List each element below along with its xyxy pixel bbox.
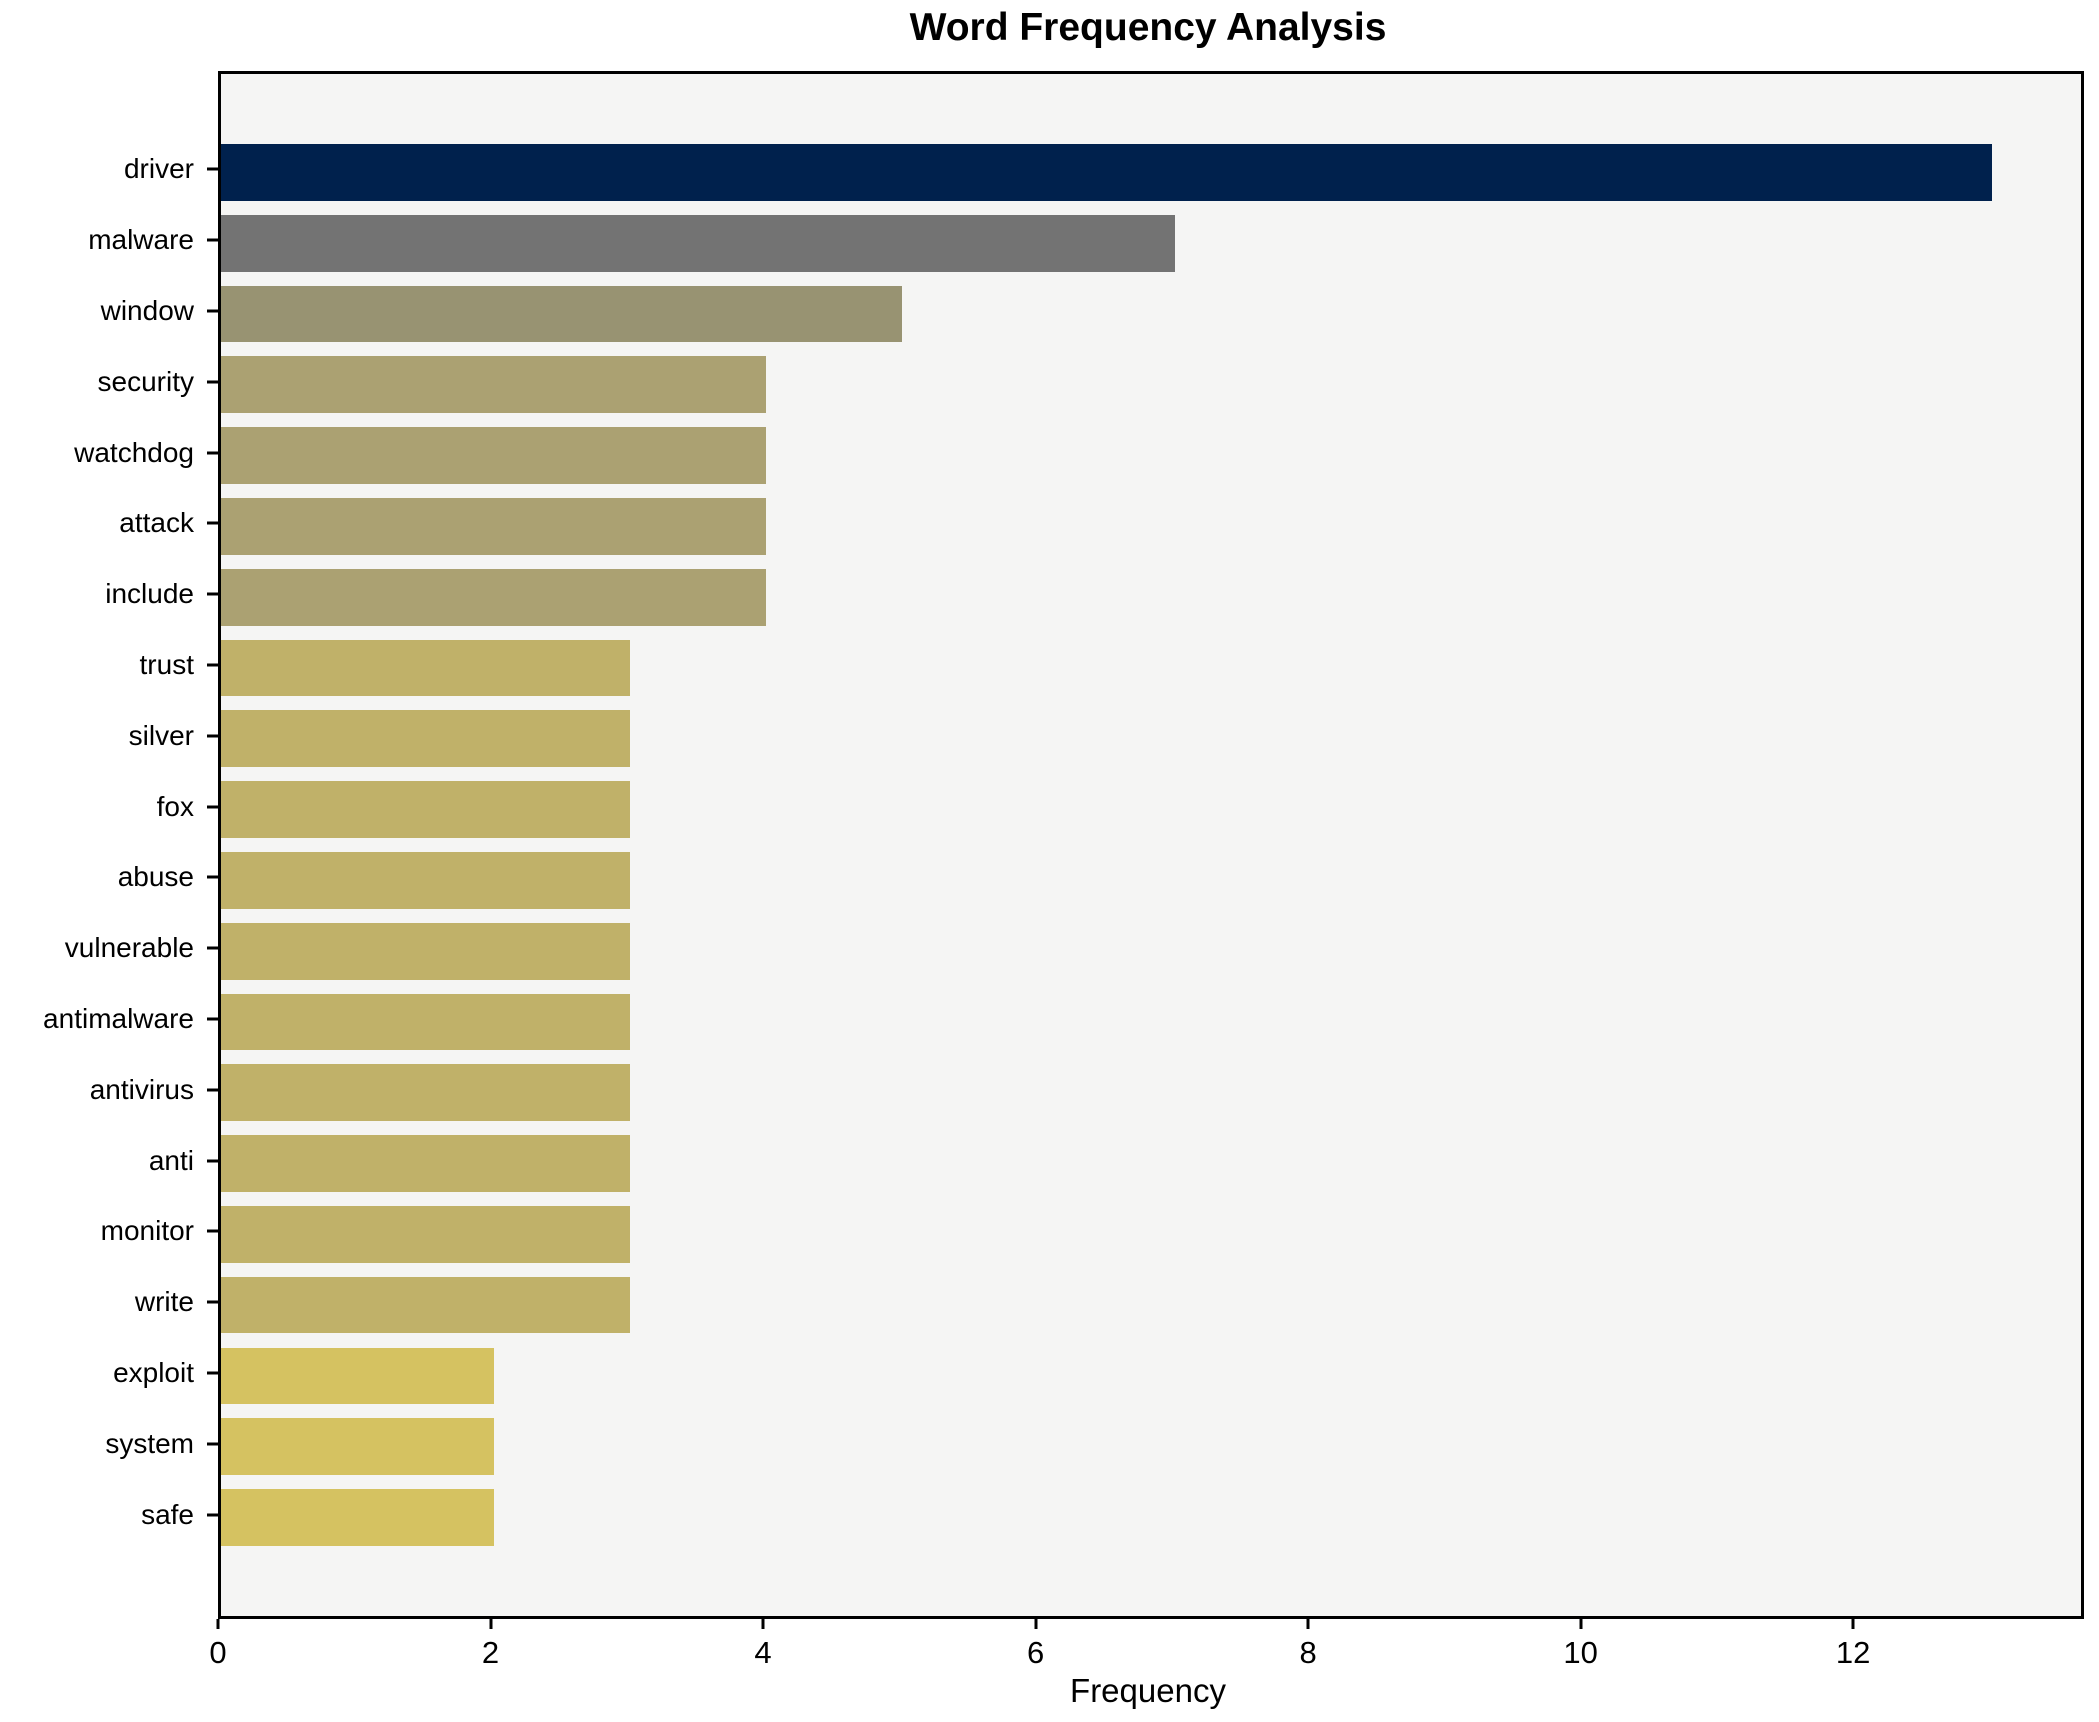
ytick-mark-trust [207,663,218,667]
ytick-label-driver: driver [123,153,194,185]
bar-trust [221,639,630,697]
bar-anti [221,1135,630,1192]
ytick-label-silver: silver [128,719,194,751]
ytick-mark-security [207,380,218,384]
bar-fox [221,781,630,838]
xtick-mark-10 [1579,1619,1583,1629]
xtick-label-6: 6 [1026,1635,1045,1670]
ytick-label-window: window [100,295,194,326]
xtick-label-8: 8 [1299,1635,1317,1670]
ytick-label-write: write [134,1286,194,1318]
bar-security [221,356,767,414]
bar-safe [221,1489,494,1546]
ytick-label-include: include [105,578,194,610]
bar-exploit [221,1347,494,1405]
ytick-mark-anti [207,1159,218,1163]
ytick-mark-monitor [207,1229,218,1233]
ytick-mark-window [207,309,218,313]
ytick-label-antivirus: antivirus [89,1073,194,1105]
bar-window [221,285,903,343]
ytick-mark-exploit [207,1371,218,1375]
xtick-label-4: 4 [754,1635,772,1670]
xtick-label-10: 10 [1563,1635,1598,1670]
ytick-label-system: system [105,1427,194,1459]
ytick-mark-fox [207,805,218,809]
xtick-label-12: 12 [1835,1635,1871,1670]
xtick-mark-6 [1034,1619,1038,1629]
bar-write [221,1276,630,1334]
bar-antivirus [221,1064,630,1122]
bar-vulnerable [221,922,630,980]
bar-driver [221,144,1993,201]
ytick-mark-include [207,592,218,596]
bar-attack [221,498,767,555]
ytick-label-safe: safe [141,1498,194,1530]
xtick-mark-2 [489,1619,493,1629]
ytick-label-exploit: exploit [113,1356,194,1388]
xtick-mark-4 [761,1619,765,1629]
ytick-mark-malware [207,238,218,242]
ytick-mark-system [207,1442,218,1446]
bar-malware [221,214,1175,272]
ytick-label-abuse: abuse [117,861,194,893]
bar-abuse [221,852,630,909]
xtick-label-2: 2 [481,1635,500,1670]
ytick-label-antimalware: antimalware [43,1002,194,1034]
ytick-label-anti: anti [148,1144,194,1176]
ytick-mark-abuse [207,875,218,879]
chart-title: Word Frequency Analysis [909,6,1387,49]
ytick-mark-attack [207,521,218,525]
ytick-label-monitor: monitor [100,1215,194,1247]
xtick-mark-0 [216,1619,220,1629]
bar-watchdog [221,427,767,484]
ytick-label-vulnerable: vulnerable [64,932,194,964]
bar-antimalware [221,993,630,1051]
plot-area [218,71,2084,1619]
ytick-mark-antimalware [207,1017,218,1021]
bar-system [221,1418,494,1476]
ytick-mark-silver [207,734,218,738]
ytick-mark-driver [207,167,218,171]
bar-silver [221,710,630,768]
bar-monitor [221,1206,630,1263]
ytick-mark-watchdog [207,451,218,455]
ytick-label-trust: trust [139,649,194,680]
ytick-mark-vulnerable [207,946,218,950]
x-axis-label: Frequency [1070,1672,1226,1709]
xtick-label-0: 0 [209,1635,227,1670]
ytick-label-malware: malware [88,224,194,256]
xtick-mark-8 [1306,1619,1310,1629]
bar-include [221,568,767,626]
ytick-label-watchdog: watchdog [74,436,194,468]
ytick-label-security: security [97,365,194,397]
ytick-mark-safe [207,1513,218,1517]
ytick-label-fox: fox [156,790,194,822]
ytick-mark-write [207,1300,218,1304]
ytick-mark-antivirus [207,1088,218,1092]
xtick-mark-12 [1851,1619,1855,1629]
ytick-label-attack: attack [119,507,194,539]
